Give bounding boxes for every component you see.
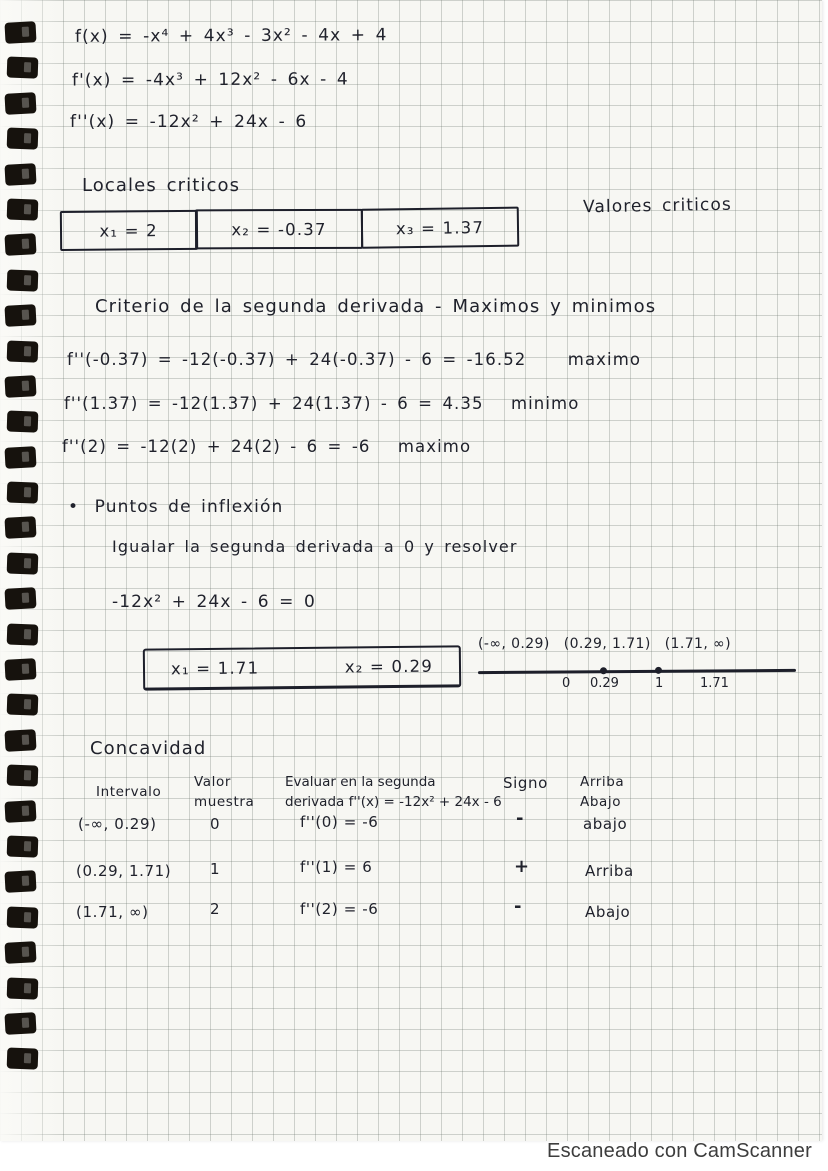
criterio-eval-1-verdict: maximo [567, 350, 642, 369]
table-row-3-intervalo: (1.71, ∞) [76, 903, 149, 921]
interval-2: (0.29, 1.71) [563, 636, 651, 652]
criterio-eval-2-expr: f''(1.37) = -12(1.37) + 24(1.37) - 6 = 4… [64, 394, 484, 413]
criterio-eval-3: f''(2) = -12(2) + 24(2) - 6 = -6 maximo [62, 437, 471, 456]
interval-list: (-∞, 0.29) (0.29, 1.71) (1.71, ∞) [478, 636, 796, 652]
criterio-eval-3-verdict: maximo [397, 437, 472, 456]
col-header-valor-muestra: Valor muestra [194, 774, 255, 811]
col-header-evaluar: Evaluar en la segunda derivada f''(x) = … [285, 774, 502, 811]
table-row-2-signo: + [514, 856, 530, 877]
tick-1-71: 1.71 [700, 676, 729, 691]
equation-f: f(x) = -x⁴ + 4x³ - 3x² - 4x + 4 [74, 25, 388, 47]
table-row-1-intervalo: (-∞, 0.29) [78, 815, 157, 833]
critical-value-x2: x₂ = -0.37 [195, 208, 364, 250]
numberline-point [599, 667, 608, 675]
criterio-eval-3-expr: f''(2) = -12(2) + 24(2) - 6 = -6 [62, 437, 371, 456]
table-row-2-evaluar: f''(1) = 6 [300, 858, 373, 876]
valores-criticos-label: Valores criticos [582, 194, 733, 218]
spiral-binding [4, 21, 39, 1084]
numberline-point [654, 666, 663, 674]
table-row-1-evaluar: f''(0) = -6 [300, 813, 379, 831]
critical-value-x3: x₃ = 1.37 [360, 206, 520, 249]
table-row-1-valor: 0 [210, 815, 221, 833]
inflexion-equation: -12x² + 24x - 6 = 0 [112, 592, 316, 612]
inflexion-solution-x2: x₂ = 0.29 [344, 656, 434, 677]
tick-1: 1 [655, 676, 664, 691]
table-row-3-signo: - [514, 896, 523, 917]
tick-0-29: 0.29 [590, 676, 619, 691]
table-row-2-concavidad: Arriba [585, 862, 634, 880]
col-header-signo: Signo [503, 774, 548, 792]
notebook-paper [0, 0, 822, 1141]
table-row-3-evaluar: f''(2) = -6 [300, 900, 379, 918]
col-header-arriba-abajo: Arriba Abajo [580, 774, 625, 811]
table-row-3-concavidad: Abajo [585, 903, 631, 921]
table-row-1-concavidad: abajo [583, 815, 628, 833]
equation-f-double-prime: f''(x) = -12x² + 24x - 6 [70, 112, 308, 132]
criterio-eval-2: f''(1.37) = -12(1.37) + 24(1.37) - 6 = 4… [64, 394, 579, 413]
col-header-intervalo: Intervalo [96, 784, 162, 800]
table-row-2-valor: 1 [210, 860, 221, 878]
criterio-title: Criterio de la segunda derivada - Maximo… [95, 296, 657, 317]
number-line-axis [477, 666, 797, 675]
number-line-figure: (-∞, 0.29) (0.29, 1.71) (1.71, ∞) 0 0.29… [477, 636, 797, 694]
inflexion-title-line: • Puntos de inflexión [68, 497, 283, 517]
number-line-ticks: 0 0.29 1 1.71 [478, 676, 796, 694]
inflexion-solution-x1: x₁ = 1.71 [170, 658, 260, 679]
criterio-eval-1-expr: f''(-0.37) = -12(-0.37) + 24(-0.37) - 6 … [67, 350, 527, 369]
critical-value-x1: x₁ = 2 [59, 209, 198, 252]
tick-0: 0 [562, 676, 571, 691]
concavidad-title: Concavidad [90, 738, 207, 759]
criterio-eval-2-verdict: minimo [510, 394, 580, 413]
equation-f-prime: f'(x) = -4x³ + 12x² - 6x - 4 [71, 69, 349, 91]
bullet-icon: • [68, 497, 80, 517]
inflexion-solutions-box: x₁ = 1.71 x₂ = 0.29 [142, 645, 462, 691]
critical-values-box: x₁ = 2 x₂ = -0.37 x₃ = 1.37 [59, 206, 520, 252]
table-row-3-valor: 2 [210, 900, 221, 918]
interval-3: (1.71, ∞) [664, 636, 731, 652]
table-row-1-signo: - [516, 808, 525, 829]
table-row-2-intervalo: (0.29, 1.71) [76, 862, 172, 880]
locales-criticos-label: Locales criticos [82, 175, 241, 196]
inflexion-instruction: Igualar la segunda derivada a 0 y resolv… [112, 537, 518, 556]
inflexion-title: Puntos de inflexión [94, 497, 284, 517]
criterio-eval-1: f''(-0.37) = -12(-0.37) + 24(-0.37) - 6 … [67, 350, 641, 369]
interval-1: (-∞, 0.29) [478, 636, 550, 652]
camscanner-watermark: Escaneado con CamScanner [547, 1140, 812, 1162]
